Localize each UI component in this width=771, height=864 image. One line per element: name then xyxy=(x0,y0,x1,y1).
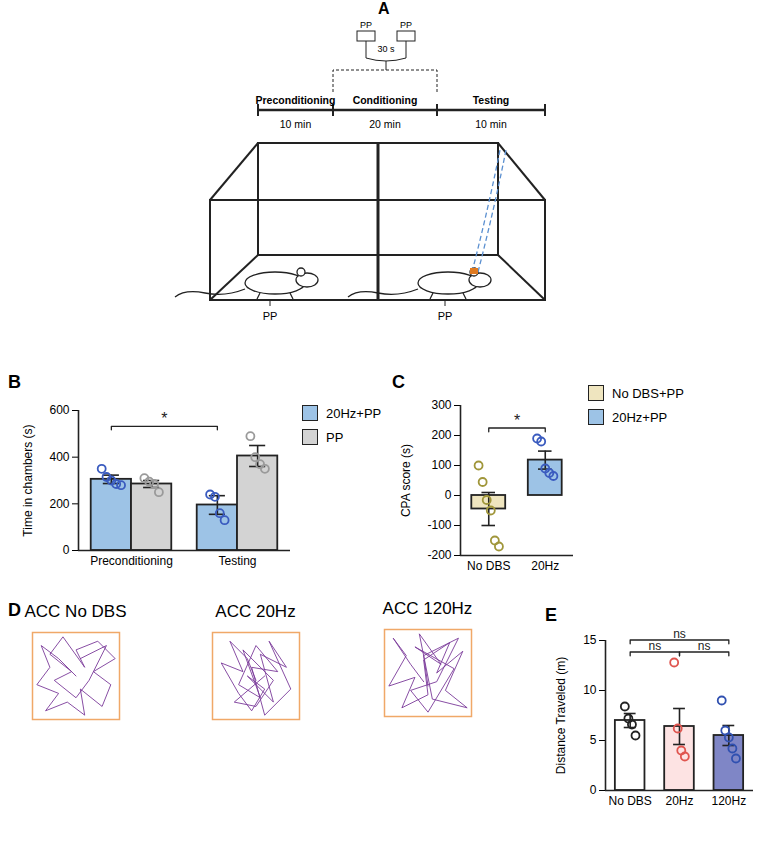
svg-text:PP: PP xyxy=(263,310,278,322)
svg-text:PP: PP xyxy=(360,20,372,30)
svg-text:300: 300 xyxy=(431,398,451,412)
svg-text:0: 0 xyxy=(590,783,597,797)
html-text:ACC 20Hz: ACC 20Hz xyxy=(215,602,296,621)
html-text:D: D xyxy=(8,600,21,620)
svg-text:-200: -200 xyxy=(427,548,451,562)
svg-text:No DBS: No DBS xyxy=(608,794,651,808)
svg-text:20Hz: 20Hz xyxy=(665,794,693,808)
svg-text:CPA score (s): CPA score (s) xyxy=(399,444,413,517)
svg-text:20 min: 20 min xyxy=(369,118,401,130)
svg-text:ns: ns xyxy=(698,639,711,653)
svg-text:Distance Traveled (m): Distance Traveled (m) xyxy=(554,657,568,774)
svg-text:ns: ns xyxy=(673,627,686,641)
svg-text:10 min: 10 min xyxy=(475,118,507,130)
svg-text:PP: PP xyxy=(400,20,412,30)
svg-text:0: 0 xyxy=(63,543,70,557)
svg-text:10: 10 xyxy=(583,683,597,697)
svg-text:No DBS: No DBS xyxy=(467,559,510,573)
svg-text:*: * xyxy=(161,410,167,427)
html-text:20Hz+PP: 20Hz+PP xyxy=(326,405,382,421)
html-text:No DBS+PP: No DBS+PP xyxy=(612,385,684,401)
html-text:PP: PP xyxy=(326,429,344,445)
svg-text:20Hz: 20Hz xyxy=(531,559,559,573)
svg-text:Preconditioning: Preconditioning xyxy=(256,94,336,106)
html-text:ACC No DBS: ACC No DBS xyxy=(24,602,127,621)
html-text:ACC 120Hz: ACC 120Hz xyxy=(382,599,473,618)
svg-text:100: 100 xyxy=(431,458,451,472)
svg-text:15: 15 xyxy=(583,633,597,647)
html-text:20Hz+PP: 20Hz+PP xyxy=(612,409,668,425)
svg-text:10 min: 10 min xyxy=(280,118,312,130)
svg-text:400: 400 xyxy=(49,450,69,464)
html-text:B: B xyxy=(8,372,21,392)
svg-text:Time in chambers (s): Time in chambers (s) xyxy=(21,424,35,536)
svg-text:*: * xyxy=(514,412,520,429)
svg-text:200: 200 xyxy=(49,497,69,511)
svg-text:Preconditioning: Preconditioning xyxy=(90,554,173,568)
svg-text:5: 5 xyxy=(590,733,597,747)
html-text:C: C xyxy=(392,372,405,392)
svg-text:A: A xyxy=(378,0,390,17)
svg-text:Testing: Testing xyxy=(218,554,256,568)
html-text:E: E xyxy=(545,605,557,625)
svg-text:Conditioning: Conditioning xyxy=(353,94,418,106)
svg-text:0: 0 xyxy=(445,488,452,502)
svg-text:120Hz: 120Hz xyxy=(711,794,746,808)
svg-text:600: 600 xyxy=(49,403,69,417)
svg-text:30 s: 30 s xyxy=(377,44,395,54)
svg-text:200: 200 xyxy=(431,428,451,442)
svg-text:ns: ns xyxy=(648,639,661,653)
svg-text:Testing: Testing xyxy=(473,94,510,106)
svg-text:-100: -100 xyxy=(427,518,451,532)
svg-text:PP: PP xyxy=(438,310,453,322)
